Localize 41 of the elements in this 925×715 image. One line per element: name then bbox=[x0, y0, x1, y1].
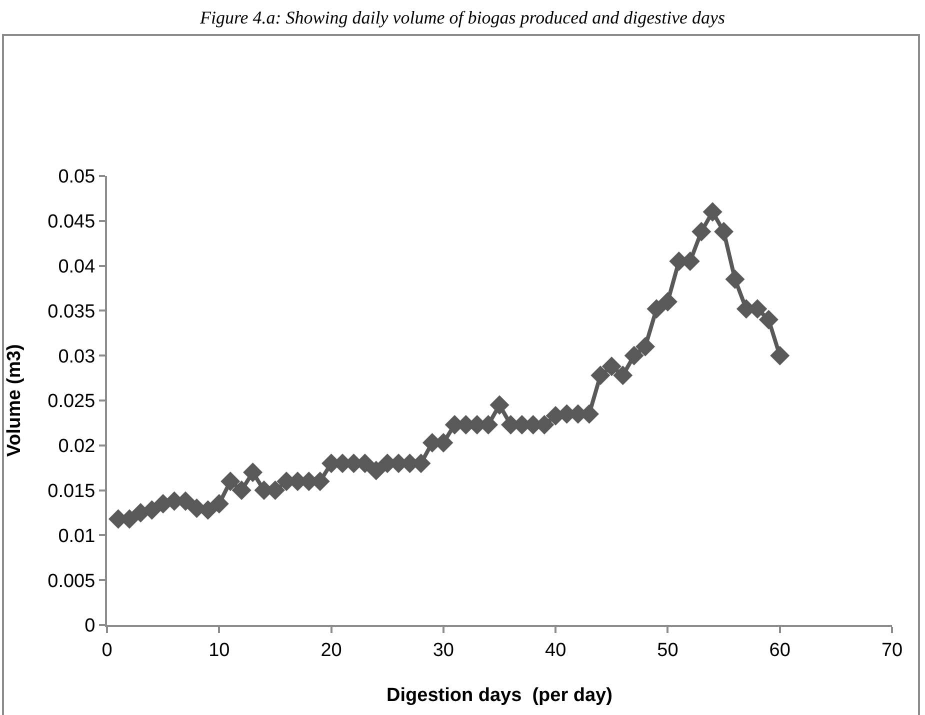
x-axis-title: Digestion days (per day) bbox=[386, 685, 612, 706]
point bbox=[636, 336, 656, 356]
x-tick-label: 60 bbox=[769, 640, 790, 661]
y-tick-label: 0.05 bbox=[58, 166, 96, 188]
x-tick-label: 10 bbox=[208, 640, 230, 661]
point bbox=[646, 299, 666, 319]
x-tick-label: 40 bbox=[545, 640, 566, 661]
y-tick-label: 0.03 bbox=[58, 346, 96, 368]
point bbox=[702, 202, 722, 222]
point bbox=[590, 366, 610, 386]
y-tick-label: 0.045 bbox=[48, 212, 96, 233]
point bbox=[770, 346, 790, 366]
x-tick-label: 70 bbox=[881, 640, 903, 661]
x-tick-label: 50 bbox=[657, 640, 678, 661]
y-tick-label: 0.04 bbox=[58, 256, 96, 278]
point bbox=[209, 494, 229, 514]
x-tick-label: 0 bbox=[102, 640, 112, 661]
point bbox=[243, 462, 263, 482]
point bbox=[220, 472, 240, 492]
point bbox=[624, 346, 644, 366]
point bbox=[232, 480, 252, 500]
point bbox=[692, 222, 712, 242]
y-tick-label: 0.025 bbox=[48, 391, 96, 412]
point bbox=[613, 366, 633, 386]
x-tick-label: 30 bbox=[432, 640, 454, 661]
y-tick-label: 0.005 bbox=[48, 570, 96, 592]
y-tick-label: 0.01 bbox=[58, 526, 96, 547]
y-axis-title: Volume (m3) bbox=[4, 344, 26, 457]
chart-title: Figure 4.a: Showing daily volume of biogas produced and digestive days bbox=[198, 7, 726, 28]
point bbox=[714, 222, 734, 242]
point bbox=[366, 460, 386, 480]
point bbox=[758, 310, 778, 330]
y-tick-label: 0.035 bbox=[48, 301, 96, 322]
point bbox=[490, 395, 510, 415]
point bbox=[658, 292, 678, 312]
y-tick-label: 0.015 bbox=[48, 480, 96, 502]
y-tick-label: 0.02 bbox=[58, 436, 96, 458]
y-tick-label: 0 bbox=[84, 616, 96, 637]
x-tick-label: 20 bbox=[320, 640, 342, 661]
point bbox=[602, 356, 622, 376]
point bbox=[725, 270, 745, 290]
